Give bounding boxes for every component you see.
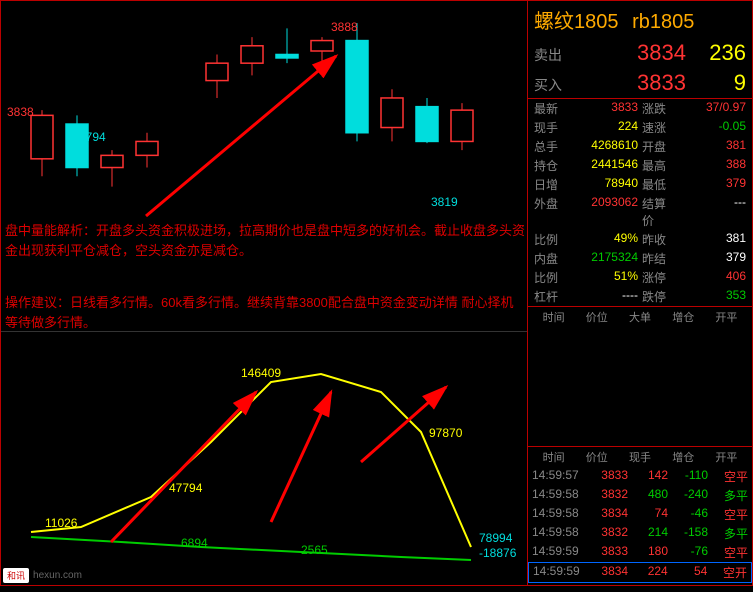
info-row: 总手 4268610 开盘 381 (528, 137, 752, 156)
svg-text:3794: 3794 (79, 130, 106, 144)
sell-qty: 236 (686, 40, 746, 66)
buy-row[interactable]: 买入 3833 9 (528, 68, 752, 98)
instrument-title: 螺纹1805 rb1805 (528, 1, 752, 38)
analysis-text: 盘中量能解析：开盘多头资金积极进场，拉高期价也是盘中短多的好机会。截止收盘多头资… (5, 221, 525, 260)
advice-text: 操作建议：日线看多行情。60k看多行情。继续背靠3800配合盘中资金变动详情 耐… (5, 293, 525, 332)
svg-text:3888: 3888 (331, 20, 358, 34)
watermark: 和讯 hexun.com (3, 568, 82, 583)
watermark-url: hexun.com (33, 570, 82, 581)
info-row: 外盘 2093062 结算价 --- (528, 194, 752, 230)
tick-row[interactable]: 14:59:59 3833 180 -76 空平 (528, 543, 752, 562)
candlestick-chart: 3888 3819 3838 3794 盘中量能解析：开盘多头资金积极进场，拉高期价也… (1, 1, 527, 291)
buy-label: 买入 (534, 75, 574, 95)
svg-text:2565: 2565 (301, 543, 328, 557)
svg-text:-18876: -18876 (479, 546, 517, 560)
info-row: 最新 3833 涨跌 37/0.97 (528, 99, 752, 118)
chart-panel: 3888 3819 3838 3794 盘中量能解析：开盘多头资金积极进场，拉高期价也… (0, 0, 528, 586)
svg-text:47794: 47794 (169, 481, 203, 495)
tick-list: 14:59:57 3833 142 -110 空平 14:59:58 3832 … (528, 467, 752, 586)
info-row: 比例 51% 涨停 406 (528, 268, 752, 287)
quote-panel: 螺纹1805 rb1805 卖出 3834 236 买入 3833 9 最新 3… (528, 0, 753, 586)
svg-text:146409: 146409 (241, 366, 281, 380)
tick-row[interactable]: 14:59:59 3834 224 54 空开 (528, 562, 752, 583)
buy-qty: 9 (686, 70, 746, 96)
volume-chart: 146409 97870 47794 11026 6894 2565 78994-18876 (1, 331, 527, 591)
watermark-logo: 和讯 (3, 568, 29, 583)
volume-svg: 146409 97870 47794 11026 6894 2565 78994-18876 (1, 332, 529, 592)
sell-row[interactable]: 卖出 3834 236 (528, 38, 752, 68)
tick-row[interactable]: 14:59:58 3832 480 -240 多平 (528, 486, 752, 505)
tick-row[interactable]: 14:59:58 3832 214 -158 多平 (528, 524, 752, 543)
svg-text:11026: 11026 (45, 516, 78, 530)
info-row: 内盘 2175324 昨结 379 (528, 249, 752, 268)
tick-spacer (528, 327, 752, 446)
info-grid: 最新 3833 涨跌 37/0.97 现手 224 速涨 -0.05 总手 42… (528, 98, 752, 306)
tick-row[interactable]: 14:59:58 3834 74 -46 空平 (528, 505, 752, 524)
info-row: 现手 224 速涨 -0.05 (528, 118, 752, 137)
info-row: 杠杆 ---- 跌停 353 (528, 287, 752, 306)
buy-price: 3833 (574, 70, 686, 96)
svg-text:3838: 3838 (7, 105, 34, 119)
svg-text:78994: 78994 (479, 531, 513, 545)
tick-header-1: 时间价位大单增仓开平 (528, 306, 752, 327)
info-row: 持仓 2441546 最高 388 (528, 156, 752, 175)
svg-text:6894: 6894 (181, 536, 208, 550)
tick-row[interactable]: 14:59:57 3833 142 -110 空平 (528, 467, 752, 486)
sell-label: 卖出 (534, 45, 574, 65)
title-cn: 螺纹1805 (534, 11, 619, 33)
svg-text:97870: 97870 (429, 426, 463, 440)
info-row: 日增 78940 最低 379 (528, 175, 752, 194)
info-row: 比例 49% 昨收 381 (528, 230, 752, 249)
svg-text:3819: 3819 (431, 195, 458, 209)
title-code: rb1805 (632, 11, 694, 33)
sell-price: 3834 (574, 40, 686, 66)
tick-header-2: 时间价位现手增仓开平 (528, 446, 752, 467)
